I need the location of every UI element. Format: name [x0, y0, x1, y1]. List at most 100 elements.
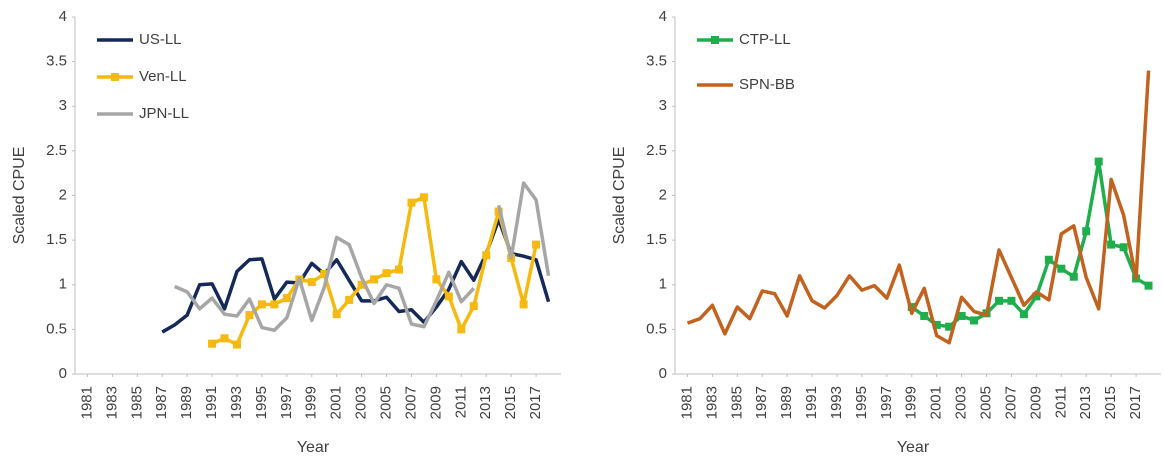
point-marker	[1107, 240, 1116, 249]
y-tick-label: 1	[59, 276, 67, 293]
series-line	[686, 70, 1151, 345]
x-tick-label: 1983	[703, 386, 720, 419]
legend-marker	[711, 36, 719, 44]
point-marker	[307, 278, 316, 287]
x-tick-label: 2015	[502, 386, 519, 419]
point-marker	[1082, 227, 1091, 236]
point-marker	[382, 269, 391, 278]
x-tick-label: 2007	[402, 386, 419, 419]
y-tick-label: 0	[659, 365, 667, 382]
x-tick-label: 1995	[853, 386, 870, 419]
legend-marker	[111, 73, 119, 81]
y-axis-label: Scaled CPUE	[11, 147, 28, 245]
x-tick-label: 2001	[928, 386, 945, 419]
legend-label: US-LL	[139, 31, 182, 48]
point-marker	[407, 198, 416, 207]
point-marker	[245, 311, 254, 320]
point-marker	[345, 295, 354, 304]
y-tick-label: 3.5	[646, 53, 667, 70]
x-tick-label: 2013	[477, 386, 494, 419]
point-marker	[320, 270, 329, 279]
y-tick-label: 2.5	[646, 142, 667, 159]
point-marker	[932, 320, 941, 329]
point-marker	[1019, 310, 1028, 319]
x-tick-label: 2005	[378, 386, 395, 419]
y-tick-label: 3.5	[46, 53, 67, 70]
point-marker	[208, 339, 217, 348]
point-marker	[1044, 255, 1053, 264]
point-marker	[1119, 243, 1128, 252]
x-tick-label: 1999	[303, 386, 320, 419]
y-tick-label: 2	[59, 186, 67, 203]
x-tick-label: 1985	[728, 386, 745, 419]
x-tick-label: 2011	[452, 386, 469, 418]
y-axis-label: Scaled CPUE	[611, 147, 628, 245]
x-tick-label: 2015	[1102, 386, 1119, 419]
x-tick-label: 1997	[278, 386, 295, 419]
x-tick-label: 1991	[203, 386, 220, 419]
point-marker	[357, 280, 366, 289]
point-marker	[270, 300, 279, 309]
x-tick-label: 2017	[1127, 386, 1144, 419]
point-marker	[970, 316, 979, 325]
x-tick-label: 2013	[1077, 386, 1094, 419]
x-tick-label: 1995	[253, 386, 270, 419]
x-tick-label: 2017	[527, 386, 544, 419]
point-marker	[920, 311, 929, 320]
x-tick-label: 2003	[353, 386, 370, 419]
point-marker	[945, 322, 954, 331]
point-marker	[220, 334, 229, 343]
x-tick-label: 2005	[978, 386, 995, 419]
x-tick-label: 1983	[103, 386, 120, 419]
legend-label: JPN-LL	[139, 105, 189, 122]
point-marker	[370, 275, 379, 284]
x-tick-label: 1985	[128, 386, 145, 419]
y-tick-label: 0.5	[46, 320, 67, 337]
x-tick-label: 1989	[778, 386, 795, 419]
series-line	[174, 181, 551, 333]
point-marker	[469, 302, 478, 311]
y-tick-label: 1	[659, 276, 667, 293]
y-tick-label: 4	[59, 8, 67, 25]
point-marker	[532, 240, 541, 249]
y-tick-label: 3	[59, 97, 67, 114]
y-tick-label: 0.5	[646, 320, 667, 337]
x-tick-label: 1981	[678, 386, 695, 419]
point-marker	[282, 294, 291, 303]
y-tick-label: 1.5	[46, 231, 67, 248]
x-tick-label: 1997	[878, 386, 895, 419]
x-axis-label: Year	[297, 439, 330, 456]
x-tick-label: 2009	[427, 386, 444, 419]
x-tick-label: 1981	[78, 386, 95, 419]
point-marker	[1144, 281, 1153, 290]
point-marker	[1094, 157, 1103, 166]
y-tick-label: 1.5	[646, 231, 667, 248]
y-tick-label: 2.5	[46, 142, 67, 159]
point-marker	[995, 296, 1003, 305]
y-tick-label: 4	[659, 8, 667, 25]
x-tick-label: 1993	[828, 386, 845, 419]
legend-label: CTP-LL	[739, 31, 791, 48]
x-tick-label: 2011	[1052, 386, 1069, 418]
point-marker	[444, 292, 453, 301]
point-marker	[1069, 272, 1078, 281]
point-marker	[1007, 296, 1016, 305]
x-tick-label: 1987	[153, 386, 170, 419]
point-marker	[519, 300, 528, 309]
x-tick-label: 1999	[903, 386, 920, 419]
x-tick-label: 2009	[1027, 386, 1044, 419]
point-marker	[1032, 292, 1041, 301]
x-tick-label: 2003	[953, 386, 970, 419]
point-marker	[432, 275, 441, 284]
point-marker	[332, 310, 341, 319]
x-tick-label: 1987	[753, 386, 770, 419]
point-marker	[257, 300, 266, 309]
point-marker	[1057, 264, 1066, 273]
y-tick-label: 3	[659, 97, 667, 114]
point-marker	[957, 311, 966, 320]
y-tick-label: 2	[659, 186, 667, 203]
x-tick-label: 1989	[178, 386, 195, 419]
point-marker	[233, 340, 241, 349]
